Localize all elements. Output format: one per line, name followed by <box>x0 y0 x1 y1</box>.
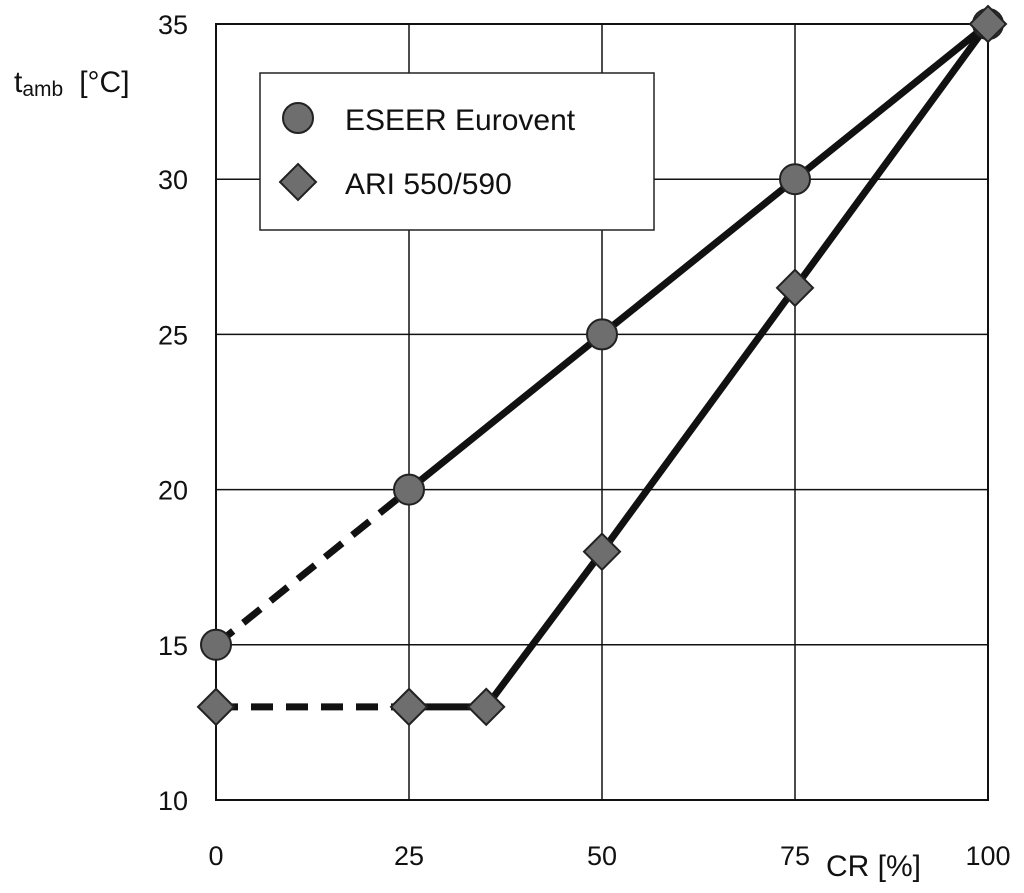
y-tick-label-10: 10 <box>158 786 188 816</box>
x-tick-label-50: 50 <box>587 841 617 871</box>
y-axis-label-sub: amb <box>22 78 63 101</box>
legend-label-ari-550-590: ARI 550/590 <box>345 168 512 201</box>
legend-marker-ari-550-590 <box>278 162 318 202</box>
series-lines <box>213 21 991 711</box>
plot-frame <box>215 23 989 801</box>
series-1-point-2 <box>466 687 506 727</box>
series-1-segment-4 <box>599 285 798 554</box>
y-tick-labels: 10 15 20 25 30 35 <box>158 10 188 816</box>
x-tick-label-0: 0 <box>208 841 223 871</box>
series-0-segment-3 <box>599 176 798 338</box>
legend-label-eseer-eurovent: ESEER Eurovent <box>345 104 576 137</box>
y-tick-label-15: 15 <box>158 631 188 661</box>
series-1-point-3 <box>582 532 622 572</box>
series-1-point-1 <box>389 687 429 727</box>
y-tick-label-25: 25 <box>158 320 188 350</box>
legend-marker-eseer-eurovent <box>282 102 314 134</box>
series-1-segment-5 <box>792 21 991 290</box>
x-tick-label-25: 25 <box>394 841 424 871</box>
y-axis-label: tamb [°C] <box>14 66 130 101</box>
y-axis-label-unit: [°C] <box>79 66 129 99</box>
series-0-point-2 <box>586 318 618 351</box>
series-1-point-4 <box>775 268 815 308</box>
series-markers <box>196 4 1008 727</box>
series-0-point-3 <box>779 163 811 196</box>
series-1-point-5 <box>968 4 1008 44</box>
series-0-segment-1 <box>213 486 412 648</box>
x-tick-label-100: 100 <box>965 841 1010 871</box>
y-tick-label-20: 20 <box>158 476 188 506</box>
series-0-segment-2 <box>406 331 605 493</box>
x-tick-label-75: 75 <box>780 841 810 871</box>
y-tick-label-30: 30 <box>158 165 188 195</box>
series-0-point-1 <box>393 473 425 506</box>
series-0-point-0 <box>200 628 232 661</box>
series-1-segment-3 <box>483 549 605 709</box>
x-axis-label: CR [%] <box>826 850 921 883</box>
series-0-segment-4 <box>792 21 991 182</box>
y-axis-label-main: t <box>14 66 23 99</box>
y-tick-label-35: 35 <box>158 10 188 40</box>
x-tick-labels: 0 25 50 75 100 <box>208 841 1010 871</box>
series-1-point-0 <box>196 687 236 727</box>
legend: ESEER Eurovent ARI 550/590 <box>259 72 655 231</box>
legend-box <box>259 72 655 231</box>
